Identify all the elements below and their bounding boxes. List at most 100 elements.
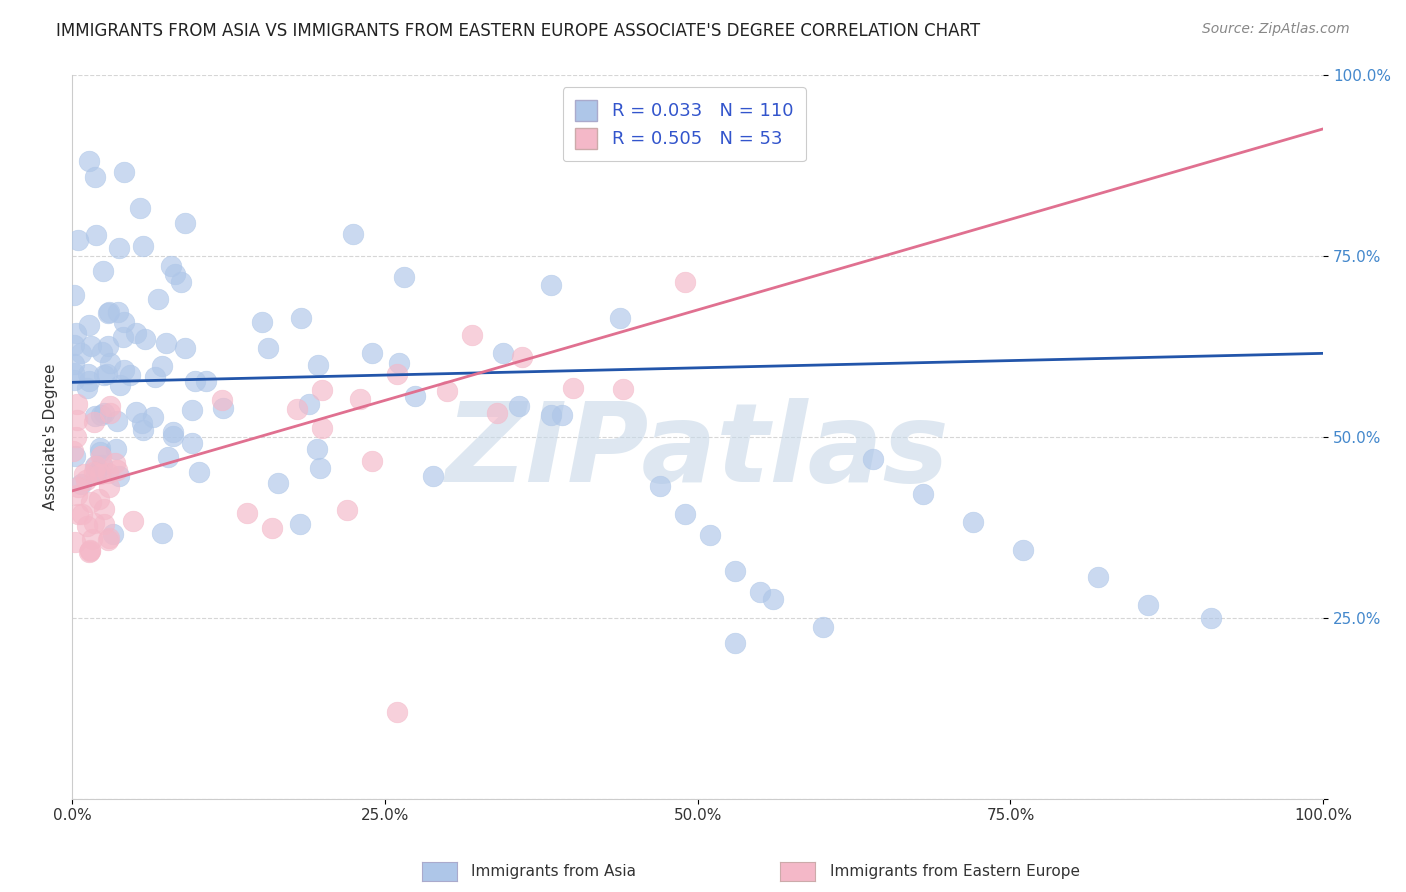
Point [404,389,426,403]
Point [129,201,152,215]
Point [67,480,90,494]
Point [1087,570,1109,584]
Point [131,238,153,252]
Point [66,397,89,411]
Point [673,275,696,289]
Point [66,413,89,427]
Point [96,306,118,320]
Point [211,392,233,407]
Point [349,392,371,407]
Point [132,423,155,437]
Point [308,460,330,475]
Point [93,516,115,531]
Point [188,465,211,479]
Point [107,305,129,319]
Point [146,293,169,307]
Point [111,330,134,344]
Point [77,318,100,333]
Point [342,227,364,241]
Point [90,408,112,422]
Point [551,408,574,422]
Point [540,278,562,293]
Point [236,507,259,521]
Point [67,507,90,521]
Point [91,264,114,278]
Point [104,442,127,457]
Point [93,368,115,382]
Point [387,705,409,719]
Point [256,341,278,355]
Point [1199,611,1222,625]
Point [162,428,184,442]
Point [63,287,86,301]
Text: Immigrants from Asia: Immigrants from Asia [471,864,636,879]
Point [76,380,98,394]
Point [114,315,136,329]
Point [75,473,97,487]
Point [66,487,89,501]
Y-axis label: Associate's Degree: Associate's Degree [44,363,58,510]
Point [122,514,145,528]
Point [90,449,112,463]
Point [486,406,509,420]
Point [174,341,197,355]
Point [77,545,100,559]
Point [134,332,156,346]
Point [63,357,86,371]
Point [609,311,631,326]
Point [89,467,111,481]
Point [911,487,934,501]
Point [63,535,86,549]
Point [105,463,128,477]
Point [673,507,696,521]
Point [118,368,141,382]
Point [91,344,114,359]
Point [79,542,101,557]
Point [80,339,103,353]
Point [170,275,193,289]
Point [84,228,107,243]
Text: ZIPatlas: ZIPatlas [446,398,949,505]
Text: Immigrants from Eastern Europe: Immigrants from Eastern Europe [830,864,1080,879]
Point [461,327,484,342]
Point [104,456,127,470]
Point [762,592,785,607]
Point [112,165,135,179]
Point [108,469,131,483]
Point [93,406,115,420]
Point [250,315,273,329]
Point [98,406,121,420]
Point [811,620,834,634]
Point [89,441,111,455]
Point [97,480,120,494]
Point [262,521,284,535]
Point [84,466,107,480]
Point [65,430,87,444]
Point [97,466,120,480]
Point [724,636,747,650]
Point [112,363,135,377]
Point [388,356,411,370]
Point [89,464,111,478]
Point [336,502,359,516]
Point [392,269,415,284]
Point [65,326,87,341]
Point [70,507,93,521]
Point [97,339,120,353]
Point [87,492,110,507]
Point [749,585,772,599]
Point [508,399,530,413]
Point [194,374,217,388]
Point [184,374,207,388]
Point [142,409,165,424]
Point [125,405,148,419]
Point [163,267,186,281]
Point [181,436,204,450]
Point [83,516,105,530]
Point [361,346,384,360]
Point [80,495,103,509]
Point [62,444,84,458]
Point [962,515,984,529]
Legend: R = 0.033   N = 110, R = 0.505   N = 53: R = 0.033 N = 110, R = 0.505 N = 53 [562,87,806,161]
Point [150,526,173,541]
